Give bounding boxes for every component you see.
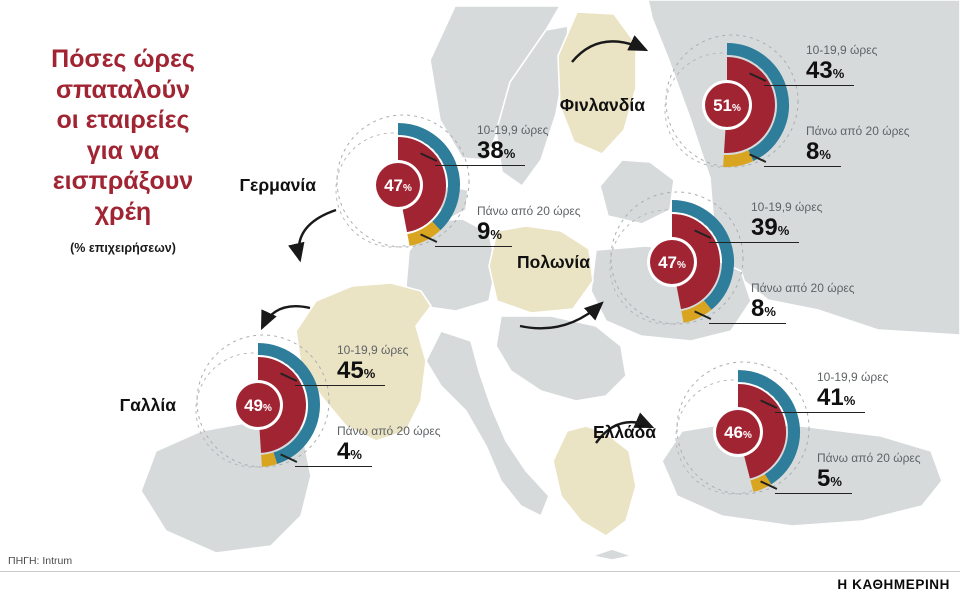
stat-value: 4% <box>295 438 372 467</box>
inner-arc-main <box>397 137 446 233</box>
stat-label: 10-19,9 ώρες <box>817 370 889 384</box>
stat-over-20-hours: Πάνω από 20 ώρες 8% <box>749 123 938 167</box>
publisher-logo: Η ΚΑΘΗΜΕΡΙΝΗ <box>837 577 950 592</box>
center-value: 49% <box>244 396 272 415</box>
stat-label: Πάνω από 20 ώρες <box>337 423 441 438</box>
stat-over-20-hours: Πάνω από 20 ώρες 5% <box>760 450 949 494</box>
stat-value: 43% <box>764 57 855 87</box>
stat-10-19-hours: 10-19,9 ώρες 39% <box>694 200 883 244</box>
map-land-crete <box>591 548 633 561</box>
stat-value: 45% <box>295 357 386 387</box>
stats-column: 10-19,9 ώρες 41% Πάνω από 20 ώρες 5% <box>760 370 949 494</box>
country-label: Φινλανδία <box>559 94 645 115</box>
chart-subtitle: (% επιχειρήσεων) <box>70 241 176 255</box>
stat-label: Πάνω από 20 ώρες <box>751 280 855 295</box>
title-line: οι εταιρείες <box>56 106 190 134</box>
stat-10-19-hours: 10-19,9 ώρες 45% <box>280 343 469 387</box>
stat-label: 10-19,9 ώρες <box>337 343 409 357</box>
country-chart-poland: Πολωνία 47% 10-19,9 ώρες 39% Πάνω από 20… <box>502 182 883 342</box>
stat-value: 8% <box>764 138 841 167</box>
stat-label: Πάνω από 20 ώρες <box>806 123 910 138</box>
country-chart-france: Γαλλία 49% 10-19,9 ώρες 45% Πάνω από 20 … <box>88 325 469 485</box>
chart-title: Πόσες ώρες σπαταλούν οι εταιρείες για να… <box>14 44 232 255</box>
title-line: Πόσες ώρες <box>51 45 195 73</box>
stat-over-20-hours: Πάνω από 20 ώρες 8% <box>694 280 883 324</box>
title-line: για να εισπράξουν <box>52 136 194 196</box>
country-chart-finland: Φινλανδία 51% 10-19,9 ώρες 43% Πάνω από … <box>557 25 938 185</box>
dashed-guide-circle <box>336 114 470 248</box>
stat-label: Πάνω από 20 ώρες <box>477 203 581 218</box>
stat-10-19-hours: 10-19,9 ώρες 43% <box>749 43 938 87</box>
country-label: Πολωνία <box>517 251 590 272</box>
country-label: Γερμανία <box>239 174 316 195</box>
country-label: Ελλάδα <box>592 421 656 442</box>
stat-value: 39% <box>709 214 800 244</box>
stat-label: 10-19,9 ώρες <box>806 43 878 57</box>
center-disc <box>236 383 280 427</box>
stat-10-19-hours: 10-19,9 ώρες 41% <box>760 370 949 414</box>
stat-label: Πάνω από 20 ώρες <box>817 450 921 465</box>
stat-value: 38% <box>435 137 526 167</box>
stats-column: 10-19,9 ώρες 39% Πάνω από 20 ώρες 8% <box>694 200 883 324</box>
stat-value: 8% <box>709 295 786 324</box>
stat-value: 5% <box>775 465 852 494</box>
center-value: 47% <box>384 176 412 195</box>
title-line: χρέη <box>94 197 152 226</box>
center-disc <box>376 163 420 207</box>
outer-arc-over-20-hours <box>260 452 278 467</box>
stats-column: 10-19,9 ώρες 43% Πάνω από 20 ώρες 8% <box>749 43 938 167</box>
stat-value: 9% <box>435 218 512 247</box>
stat-label: 10-19,9 ώρες <box>751 200 823 214</box>
title-line: σπαταλούν <box>55 75 191 104</box>
outer-arc-over-20-hours <box>723 150 754 167</box>
stats-column: 10-19,9 ώρες 45% Πάνω από 20 ώρες 4% <box>280 343 469 467</box>
country-label: Γαλλία <box>119 394 176 415</box>
source-label: ΠΗΓΗ: Intrum <box>8 555 73 567</box>
stat-value: 41% <box>775 384 866 414</box>
stat-over-20-hours: Πάνω από 20 ώρες 4% <box>280 423 469 467</box>
footer-divider <box>0 571 960 572</box>
country-chart-greece: Ελλάδα 46% 10-19,9 ώρες 41% Πάνω από 20 … <box>568 352 949 512</box>
